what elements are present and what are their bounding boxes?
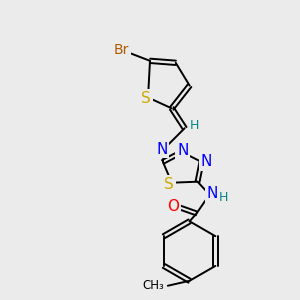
Text: N: N bbox=[207, 186, 218, 201]
Text: S: S bbox=[141, 91, 151, 106]
Text: S: S bbox=[164, 177, 174, 192]
Text: O: O bbox=[167, 199, 179, 214]
Text: N: N bbox=[177, 143, 188, 158]
Text: CH₃: CH₃ bbox=[142, 279, 164, 292]
Text: N: N bbox=[156, 142, 168, 157]
Text: Br: Br bbox=[114, 43, 129, 57]
Text: H: H bbox=[190, 119, 199, 132]
Text: H: H bbox=[219, 191, 228, 204]
Text: N: N bbox=[201, 154, 212, 169]
